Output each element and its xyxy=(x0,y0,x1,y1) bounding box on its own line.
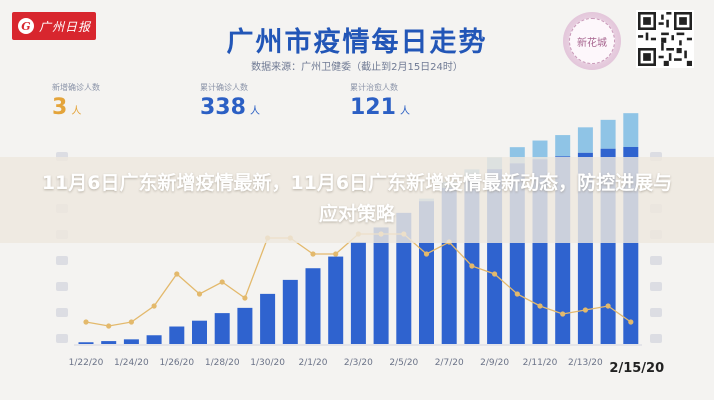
x-tick-label-1/24/20: 1/24/20 xyxy=(114,358,149,368)
y2-axis-mark xyxy=(650,256,662,265)
chart-title: 广州市疫情每日走势 xyxy=(226,27,488,58)
bar-confirmed-1/22/20 xyxy=(78,342,94,344)
x-tick-label-1/26/20: 1/26/20 xyxy=(159,358,194,368)
new-cases-point-2/1/20 xyxy=(310,251,316,257)
bar-cumulative-2/13/20 xyxy=(577,127,593,153)
x-tick-label-1/28/20: 1/28/20 xyxy=(205,358,240,368)
stat-value: 338 xyxy=(200,95,246,120)
bar-confirmed-1/27/20 xyxy=(192,320,207,344)
y-axis-mark xyxy=(56,334,68,343)
headline-text: 11月6日广东新增疫情最新，11月6日广东新增疫情最新动态，防控进展与应对策略 xyxy=(41,172,673,225)
new-cases-point-1/25/20 xyxy=(151,303,157,309)
y-axis-mark xyxy=(56,308,68,317)
y-axis-mark xyxy=(56,282,68,291)
y2-axis-mark xyxy=(650,334,662,343)
new-cases-point-1/28/20 xyxy=(219,279,225,285)
qr-code-graphic xyxy=(638,12,692,66)
x-tick-label-2/3/20: 2/3/20 xyxy=(344,358,373,368)
bar-confirmed-2/3/20 xyxy=(350,242,366,344)
new-cases-point-2/8/20 xyxy=(469,263,475,269)
bar-cumulative-2/14/20 xyxy=(600,119,616,149)
stat-unit: 人 xyxy=(71,106,82,117)
y2-axis-mark xyxy=(650,282,662,291)
new-cases-point-1/23/20 xyxy=(106,323,112,329)
new-cases-point-2/12/20 xyxy=(560,311,566,317)
bar-confirmed-1/23/20 xyxy=(101,341,117,344)
y2-axis-mark xyxy=(650,308,662,317)
x-tick-label-2/13/20: 2/13/20 xyxy=(568,358,603,368)
new-cases-point-2/11/20 xyxy=(537,303,543,309)
bar-confirmed-2/2/20 xyxy=(328,256,344,344)
new-cases-point-1/27/20 xyxy=(196,291,203,297)
new-cases-point-2/15/20 xyxy=(628,319,634,325)
stat-label: 累计治愈人数 xyxy=(350,83,398,92)
newspaper-logo[interactable]: G 广州日报 xyxy=(12,12,96,40)
y-axis-mark xyxy=(56,256,68,265)
xinhuacheng-badge: 新花城 xyxy=(563,12,621,70)
stat-value-row: 121 人 xyxy=(350,95,410,120)
x-tick-label-1/30/20: 1/30/20 xyxy=(250,358,285,368)
qr-code-icon xyxy=(636,10,694,68)
bar-confirmed-1/25/20 xyxy=(146,335,162,344)
bar-confirmed-1/29/20 xyxy=(237,307,253,344)
bar-confirmed-2/5/20 xyxy=(396,212,412,344)
stat-label: 新增确诊人数 xyxy=(52,83,100,92)
stat-value: 121 xyxy=(350,95,396,120)
logo-text: 广州日报 xyxy=(39,19,92,34)
stat-unit: 人 xyxy=(399,106,410,117)
new-cases-point-2/2/20 xyxy=(333,251,339,257)
bar-confirmed-1/24/20 xyxy=(123,339,139,344)
new-cases-point-2/6/20 xyxy=(423,251,430,257)
bar-cumulative-2/12/20 xyxy=(555,135,571,157)
bar-confirmed-1/30/20 xyxy=(260,293,276,344)
bar-confirmed-1/28/20 xyxy=(214,313,230,344)
new-cases-point-2/13/20 xyxy=(582,307,589,313)
x-tick-label-2/7/20: 2/7/20 xyxy=(435,358,464,368)
x-tick-label-2/11/20: 2/11/20 xyxy=(523,358,558,368)
x-tick-label-1/22/20: 1/22/20 xyxy=(69,358,104,368)
x-tick-label-2/1/20: 2/1/20 xyxy=(299,358,328,368)
bar-confirmed-1/31/20 xyxy=(282,279,298,344)
badge-label: 新花城 xyxy=(569,18,615,64)
stat-unit: 人 xyxy=(249,106,260,117)
new-cases-point-1/26/20 xyxy=(174,271,180,277)
new-cases-point-2/10/20 xyxy=(514,291,520,297)
new-cases-point-2/14/20 xyxy=(605,303,611,309)
stat-label: 累计确诊人数 xyxy=(200,83,248,92)
new-cases-point-1/24/20 xyxy=(128,319,134,325)
x-tick-label-2/15/20: 2/15/20 xyxy=(609,361,664,376)
new-cases-point-1/29/20 xyxy=(242,295,248,301)
x-tick-label-2/9/20: 2/9/20 xyxy=(480,358,509,368)
logo-mark-icon: G xyxy=(18,18,34,34)
chart-subtitle: 数据来源：广州卫健委（截止到2月15日24时） xyxy=(251,62,463,73)
stat-cumulative-confirmed: 累计确诊人数 338 人 xyxy=(200,82,260,120)
x-tick-label-2/5/20: 2/5/20 xyxy=(389,358,418,368)
bar-cumulative-2/11/20 xyxy=(532,140,548,160)
bar-confirmed-2/1/20 xyxy=(305,268,321,344)
headline-banner xyxy=(0,157,714,243)
stat-value: 3 xyxy=(52,95,68,120)
bar-cumulative-2/15/20 xyxy=(623,113,639,147)
stat-value-row: 338 人 xyxy=(200,95,260,120)
new-cases-point-1/22/20 xyxy=(83,319,89,325)
stat-cumulative-cured: 累计治愈人数 121 人 xyxy=(350,82,410,120)
bar-confirmed-1/26/20 xyxy=(169,326,185,344)
new-cases-point-2/9/20 xyxy=(492,271,498,277)
bar-confirmed-2/4/20 xyxy=(373,227,389,344)
